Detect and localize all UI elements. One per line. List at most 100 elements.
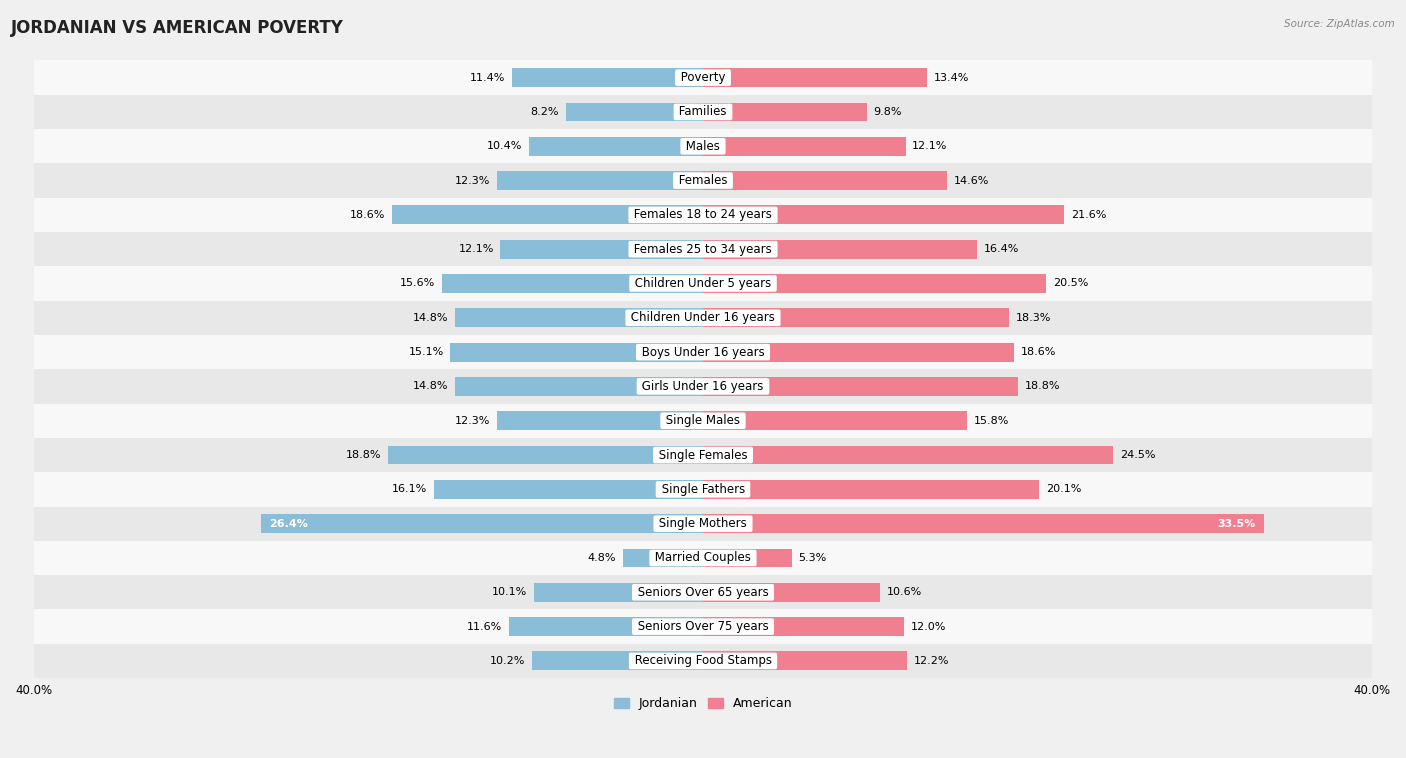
Bar — [703, 514, 1264, 533]
Bar — [703, 343, 1014, 362]
Text: 4.8%: 4.8% — [588, 553, 616, 563]
Text: Children Under 5 years: Children Under 5 years — [631, 277, 775, 290]
Bar — [34, 335, 1372, 369]
Bar — [565, 102, 703, 121]
Bar — [433, 480, 703, 499]
Bar — [703, 137, 905, 155]
Bar — [34, 232, 1372, 266]
Bar — [703, 377, 1018, 396]
Text: 16.1%: 16.1% — [392, 484, 427, 494]
Text: 8.2%: 8.2% — [530, 107, 560, 117]
Bar — [450, 343, 703, 362]
Bar — [34, 61, 1372, 95]
Text: 20.5%: 20.5% — [1053, 278, 1088, 289]
Text: 18.6%: 18.6% — [1021, 347, 1056, 357]
Bar — [34, 472, 1372, 506]
Text: 12.3%: 12.3% — [456, 415, 491, 426]
Bar — [703, 240, 977, 258]
Bar — [34, 95, 1372, 129]
Text: 10.6%: 10.6% — [887, 587, 922, 597]
Bar — [456, 309, 703, 327]
Bar — [34, 266, 1372, 301]
Bar — [703, 651, 907, 670]
Bar — [703, 102, 868, 121]
Text: Single Fathers: Single Fathers — [658, 483, 748, 496]
Bar — [392, 205, 703, 224]
Bar — [34, 644, 1372, 678]
Text: 11.6%: 11.6% — [467, 622, 502, 631]
Bar — [533, 651, 703, 670]
Text: 10.2%: 10.2% — [491, 656, 526, 666]
Bar — [262, 514, 703, 533]
Bar — [703, 171, 948, 190]
Text: Females: Females — [675, 174, 731, 187]
Bar — [34, 403, 1372, 438]
Bar — [34, 575, 1372, 609]
Text: Single Mothers: Single Mothers — [655, 517, 751, 530]
Bar — [703, 412, 967, 431]
Text: 33.5%: 33.5% — [1218, 518, 1256, 528]
Bar — [34, 301, 1372, 335]
Text: Boys Under 16 years: Boys Under 16 years — [638, 346, 768, 359]
Text: 14.8%: 14.8% — [413, 313, 449, 323]
Text: 9.8%: 9.8% — [873, 107, 903, 117]
Text: 16.4%: 16.4% — [984, 244, 1019, 254]
Bar — [34, 198, 1372, 232]
Text: 14.6%: 14.6% — [955, 176, 990, 186]
Text: 24.5%: 24.5% — [1119, 450, 1156, 460]
Text: Males: Males — [682, 139, 724, 153]
Text: 21.6%: 21.6% — [1071, 210, 1107, 220]
Bar — [534, 583, 703, 602]
Bar — [34, 129, 1372, 164]
Text: Source: ZipAtlas.com: Source: ZipAtlas.com — [1284, 19, 1395, 29]
Text: 15.8%: 15.8% — [974, 415, 1010, 426]
Bar — [34, 540, 1372, 575]
Bar — [441, 274, 703, 293]
Bar — [703, 446, 1114, 465]
Text: Children Under 16 years: Children Under 16 years — [627, 312, 779, 324]
Text: 18.8%: 18.8% — [346, 450, 381, 460]
Text: Married Couples: Married Couples — [651, 552, 755, 565]
Text: Females 25 to 34 years: Females 25 to 34 years — [630, 243, 776, 255]
Bar — [623, 549, 703, 568]
Text: 5.3%: 5.3% — [799, 553, 827, 563]
Bar — [34, 369, 1372, 403]
Text: Single Males: Single Males — [662, 414, 744, 428]
Bar — [34, 506, 1372, 540]
Bar — [703, 309, 1010, 327]
Bar — [703, 68, 928, 87]
Legend: Jordanian, American: Jordanian, American — [609, 692, 797, 715]
Text: 18.3%: 18.3% — [1017, 313, 1052, 323]
Bar — [34, 609, 1372, 644]
Text: 12.1%: 12.1% — [458, 244, 494, 254]
Text: 12.1%: 12.1% — [912, 141, 948, 152]
Text: 13.4%: 13.4% — [934, 73, 969, 83]
Bar — [703, 549, 792, 568]
Text: 11.4%: 11.4% — [470, 73, 506, 83]
Bar — [703, 205, 1064, 224]
Text: 15.1%: 15.1% — [408, 347, 443, 357]
Bar — [498, 171, 703, 190]
Text: JORDANIAN VS AMERICAN POVERTY: JORDANIAN VS AMERICAN POVERTY — [11, 19, 344, 37]
Text: 15.6%: 15.6% — [399, 278, 436, 289]
Text: Girls Under 16 years: Girls Under 16 years — [638, 380, 768, 393]
Text: 12.0%: 12.0% — [911, 622, 946, 631]
Text: Seniors Over 75 years: Seniors Over 75 years — [634, 620, 772, 633]
Bar — [703, 480, 1039, 499]
Text: Females 18 to 24 years: Females 18 to 24 years — [630, 208, 776, 221]
Bar — [703, 274, 1046, 293]
Text: Receiving Food Stamps: Receiving Food Stamps — [631, 654, 775, 667]
Bar — [498, 412, 703, 431]
Text: 10.1%: 10.1% — [492, 587, 527, 597]
Bar — [512, 68, 703, 87]
Text: 14.8%: 14.8% — [413, 381, 449, 391]
Bar — [703, 583, 880, 602]
Bar — [34, 164, 1372, 198]
Text: Seniors Over 65 years: Seniors Over 65 years — [634, 586, 772, 599]
Text: 12.2%: 12.2% — [914, 656, 949, 666]
Bar — [456, 377, 703, 396]
Text: 18.8%: 18.8% — [1025, 381, 1060, 391]
Bar — [509, 617, 703, 636]
Bar — [34, 438, 1372, 472]
Text: 20.1%: 20.1% — [1046, 484, 1081, 494]
